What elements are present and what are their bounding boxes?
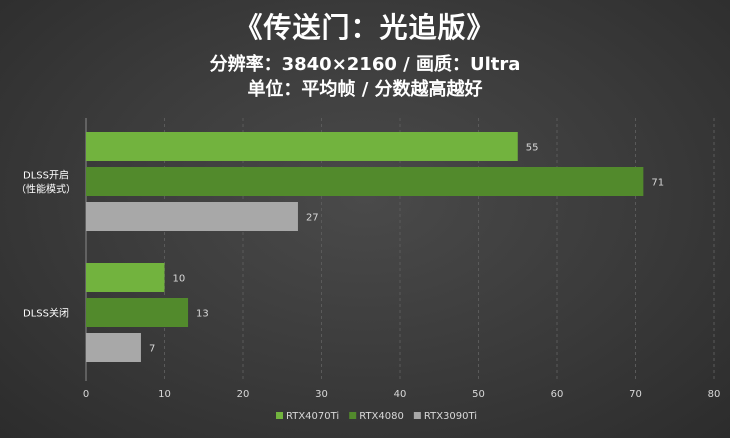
category-label-line: （性能模式）	[16, 183, 76, 196]
category-label-1: DLSS关闭	[23, 307, 69, 320]
category-label-0: DLSS开启（性能模式）	[16, 169, 76, 196]
label-layer: 0 10 20 30 40 50 60 70 80 55 71 27 DLSS开启（性能模式） 10 13 7…	[16, 143, 720, 401]
chart-subtitle: 分辨率：3840×2160 / 画质：Ultra	[209, 54, 521, 75]
legend-swatch-RTX4070Ti	[276, 412, 283, 419]
data-label-RTX4080-0: 71	[651, 178, 664, 189]
bar-RTX4080-1	[86, 298, 189, 327]
bar-RTX4070Ti-0	[86, 132, 518, 161]
x-tick-label-80: 80	[708, 389, 721, 400]
data-label-RTX3090Ti-0: 27	[306, 213, 319, 224]
x-tick-label-10: 10	[158, 389, 171, 400]
legend-label-RTX4080: RTX4080	[359, 411, 404, 422]
bar-RTX3090Ti-1	[86, 333, 141, 362]
legend-swatch-RTX4080	[349, 412, 357, 419]
legend: RTX4070Ti RTX4080 RTX3090Ti	[276, 411, 477, 422]
x-tick-label-40: 40	[394, 389, 407, 400]
bar-RTX4070Ti-1	[86, 263, 165, 292]
x-tick-label-20: 20	[237, 389, 250, 400]
x-tick-label-60: 60	[551, 389, 564, 400]
x-tick-label-70: 70	[629, 389, 642, 400]
bar-RTX3090Ti-0	[86, 202, 298, 231]
data-label-RTX4070Ti-1: 10	[173, 274, 186, 285]
bar-RTX4080-0	[86, 167, 644, 196]
chart-title: 《传送门：光追版》	[234, 11, 496, 44]
data-label-RTX4070Ti-0: 55	[526, 143, 539, 154]
data-label-RTX3090Ti-1: 7	[149, 344, 155, 355]
bar-layer	[86, 132, 644, 362]
chart-subtitle-units: 单位：平均帧 / 分数越高越好	[247, 79, 483, 100]
x-tick-label-30: 30	[315, 389, 328, 400]
category-label-line: DLSS关闭	[23, 307, 69, 320]
legend-label-RTX4070Ti: RTX4070Ti	[286, 411, 339, 422]
legend-swatch-RTX3090Ti	[413, 412, 421, 419]
x-tick-label-50: 50	[472, 389, 485, 400]
category-label-line: DLSS开启	[23, 169, 69, 182]
x-tick-label-0: 0	[83, 389, 89, 400]
data-label-RTX4080-1: 13	[196, 309, 209, 320]
legend-label-RTX3090Ti: RTX3090Ti	[424, 411, 477, 422]
